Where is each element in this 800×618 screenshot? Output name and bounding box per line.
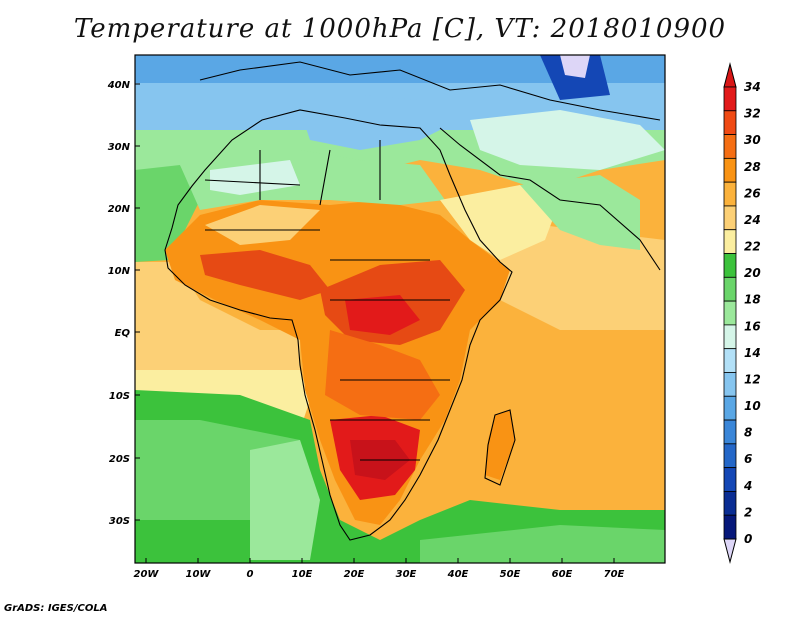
lat-label: 40N [107,80,131,91]
lon-label: 70E [604,569,625,580]
colorbar-segment [723,276,737,302]
colorbar-segment [723,467,737,492]
colorbar-segment [723,443,737,469]
colorbar-segment [723,205,737,231]
colorbar-segment [723,324,737,350]
colorbar-label: 8 [744,426,752,440]
colorbar-segment [723,86,737,112]
colorbar-label: 2 [744,505,752,519]
lat-labels: 40N 30N 20N 10N EQ 10S 20S 30S [107,80,131,527]
lon-label: 30E [396,569,417,580]
colorbar-label: 24 [744,213,761,227]
lat-label: 20N [108,204,131,215]
colorbar-label: 20 [744,266,761,280]
colorbar-segment [723,419,737,445]
lon-label: 10E [292,569,313,580]
colorbar-arrow-bottom [723,538,737,564]
colorbar-segment [723,134,737,159]
map-title: Temperature at 1000hPa [C], VT: 20180109… [73,14,727,44]
colorbar-label: 26 [744,186,761,200]
coastlines [164,61,661,541]
lon-label: 40E [447,569,469,580]
lat-tick-marks [135,83,140,521]
colorbar-segment [723,372,737,397]
colorbar-segment [723,181,737,207]
colorbar-label: 30 [744,133,761,147]
colorbar-label: 32 [744,107,761,121]
temperature-field [135,55,665,563]
colorbar-label: 6 [744,452,752,466]
colorbar-label: 28 [744,160,761,174]
colorbar-segment [723,253,737,278]
colorbar-label: 10 [744,399,761,413]
map-frame [134,54,666,564]
colorbar-label: 18 [744,293,761,307]
lat-label: 20S [109,454,130,465]
lat-label: 10N [108,266,131,277]
lon-label: 50E [500,569,521,580]
colorbar-label: 14 [744,346,761,360]
lat-label: 10S [109,391,130,402]
colorbar-segment [723,157,737,183]
colorbar-label: 4 [743,479,752,493]
colorbar-label: 34 [744,80,761,94]
lat-label: 30N [108,142,131,153]
lon-labels: 20W 10W 0 10E 20E 30E 40E 50E 60E 70E [134,569,625,580]
lon-label: 20W [134,569,160,580]
colorbar-segment [723,110,737,135]
lat-label: EQ [115,328,131,339]
colorbar-segment [723,395,737,421]
colorbar-label: 22 [744,240,761,254]
colorbar-segment [723,491,737,516]
colorbar-label: 16 [744,319,761,333]
colorbar-segment [723,229,737,254]
lon-label: 0 [247,569,254,580]
lon-tick-marks [145,558,615,563]
lon-label: 60E [552,569,573,580]
colorbar-label: 12 [744,372,761,386]
lon-label: 20E [344,569,365,580]
colorbar-segment [723,348,737,373]
lat-label: 30S [109,516,130,527]
colorbar-segment [723,514,737,540]
grads-credit: GrADS: IGES/COLA [4,603,108,614]
colorbar-label: 0 [744,532,752,546]
colorbar-arrow-top [723,62,737,88]
colorbar-segment [723,300,737,326]
lon-label: 10W [186,569,212,580]
